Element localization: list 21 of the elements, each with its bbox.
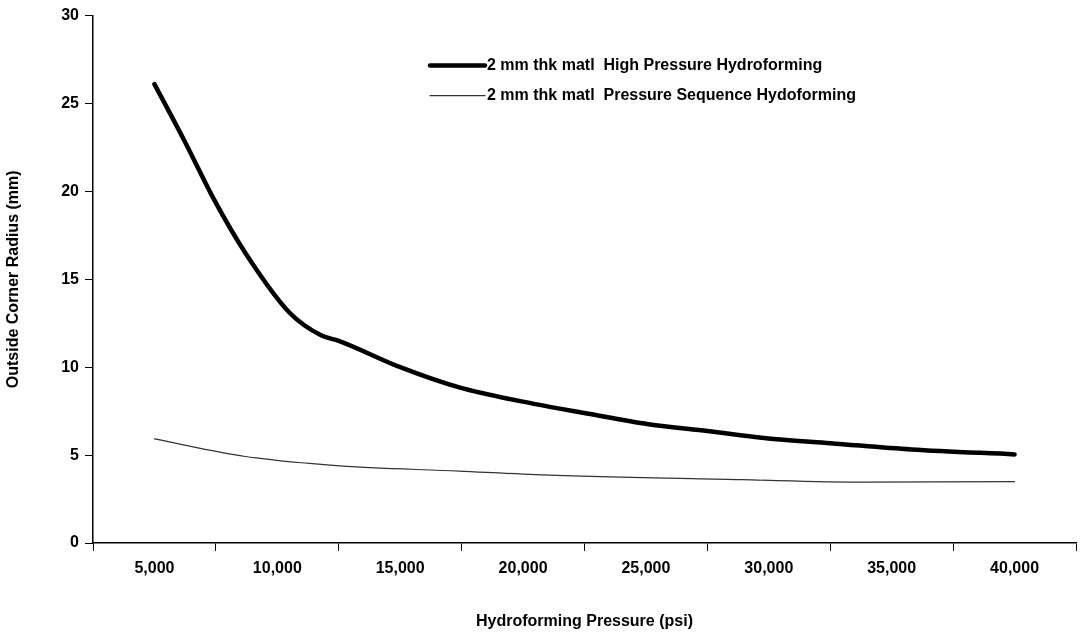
line-series bbox=[153, 438, 1016, 483]
y-tick-label: 25 bbox=[61, 93, 80, 111]
legend-label: 2 mm thk matl Pressure Sequence Hydoforming bbox=[487, 86, 856, 104]
x-tick-label: 25,000 bbox=[621, 559, 671, 577]
x-tick-label: 10,000 bbox=[252, 559, 302, 577]
y-tick-label: 30 bbox=[61, 6, 80, 24]
x-tick-label: 20,000 bbox=[498, 559, 548, 577]
x-tick-label: 5,000 bbox=[134, 559, 175, 577]
x-tick-label: 40,000 bbox=[990, 559, 1040, 577]
y-tick-label: 15 bbox=[61, 269, 80, 287]
y-axis-title: Outside Corner Radius (mm) bbox=[4, 170, 22, 389]
x-tick-label: 35,000 bbox=[867, 559, 917, 577]
y-tick-label: 10 bbox=[61, 357, 80, 375]
x-tick-label: 15,000 bbox=[375, 559, 425, 577]
y-tick-label: 20 bbox=[61, 181, 80, 199]
line-series bbox=[152, 81, 1017, 457]
y-tick-label: 5 bbox=[70, 445, 80, 463]
x-tick-label: 30,000 bbox=[744, 559, 794, 577]
x-axis-title: Hydroforming Pressure (psi) bbox=[476, 611, 693, 629]
y-tick-label: 0 bbox=[70, 533, 80, 551]
legend-label: 2 mm thk matl High Pressure Hydroforming bbox=[487, 56, 823, 74]
